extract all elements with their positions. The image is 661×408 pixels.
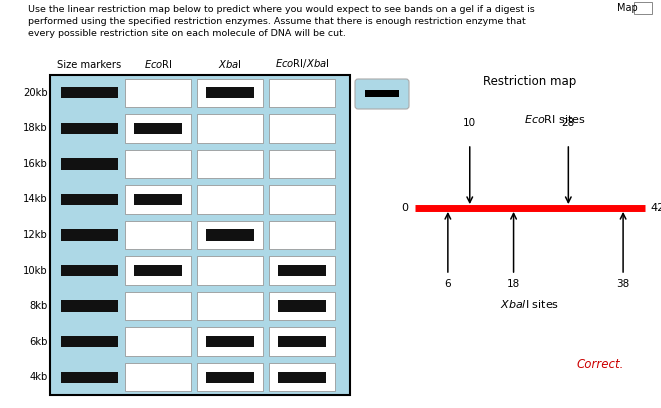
Bar: [269, 79, 335, 107]
Bar: [365, 90, 399, 97]
Text: Correct.: Correct.: [576, 358, 624, 371]
Bar: [125, 256, 191, 285]
Bar: [197, 363, 263, 391]
FancyBboxPatch shape: [355, 79, 409, 109]
Text: $\it{Xba}$I: $\it{Xba}$I: [218, 58, 242, 70]
Bar: [206, 372, 254, 383]
Bar: [61, 194, 118, 205]
Text: 28: 28: [562, 118, 575, 128]
Text: 4kb: 4kb: [30, 372, 48, 382]
Text: $\it{Eco}$RI/$\it{Xba}$I: $\it{Eco}$RI/$\it{Xba}$I: [275, 57, 329, 70]
Bar: [197, 221, 263, 249]
Text: 10: 10: [463, 118, 477, 128]
Bar: [61, 336, 118, 347]
Bar: [125, 185, 191, 214]
Text: 12kb: 12kb: [23, 230, 48, 240]
Text: Restriction map: Restriction map: [483, 75, 576, 88]
Bar: [125, 328, 191, 356]
Text: 6kb: 6kb: [30, 337, 48, 347]
Bar: [197, 256, 263, 285]
Bar: [197, 185, 263, 214]
Bar: [125, 79, 191, 107]
Bar: [125, 363, 191, 391]
Bar: [269, 185, 335, 214]
Text: 20kb: 20kb: [23, 88, 48, 98]
Text: 8kb: 8kb: [30, 301, 48, 311]
Bar: [269, 328, 335, 356]
Bar: [61, 229, 118, 241]
Bar: [197, 292, 263, 320]
Bar: [278, 265, 326, 276]
Bar: [278, 336, 326, 347]
Bar: [61, 87, 118, 98]
Text: $\it{Xbal}$I sites: $\it{Xbal}$I sites: [500, 298, 560, 310]
Text: 42: 42: [650, 203, 661, 213]
Bar: [206, 229, 254, 241]
Text: 10kb: 10kb: [23, 266, 48, 275]
Bar: [125, 114, 191, 142]
Bar: [61, 158, 118, 170]
Bar: [197, 79, 263, 107]
Bar: [197, 150, 263, 178]
Text: Map: Map: [617, 3, 638, 13]
Text: 38: 38: [617, 279, 630, 289]
Bar: [125, 150, 191, 178]
Bar: [134, 123, 182, 134]
Bar: [278, 372, 326, 383]
Text: Use the linear restriction map below to predict where you would expect to see ba: Use the linear restriction map below to …: [28, 5, 535, 38]
Bar: [61, 300, 118, 312]
Bar: [61, 372, 118, 383]
Bar: [269, 256, 335, 285]
Bar: [134, 265, 182, 276]
Bar: [278, 300, 326, 312]
Bar: [269, 150, 335, 178]
Text: $\it{Eco}$RI: $\it{Eco}$RI: [143, 58, 173, 70]
Bar: [269, 363, 335, 391]
Bar: [197, 114, 263, 142]
Text: 18: 18: [507, 279, 520, 289]
Bar: [269, 114, 335, 142]
Text: 14kb: 14kb: [23, 195, 48, 204]
Bar: [50, 75, 350, 395]
Bar: [125, 292, 191, 320]
Bar: [634, 2, 652, 14]
Text: Size markers: Size markers: [57, 60, 121, 70]
Text: 18kb: 18kb: [23, 123, 48, 133]
Bar: [206, 336, 254, 347]
Text: 16kb: 16kb: [23, 159, 48, 169]
Text: $\it{Eco}$RI sites: $\it{Eco}$RI sites: [524, 113, 586, 125]
Bar: [61, 265, 118, 276]
Bar: [269, 221, 335, 249]
Bar: [269, 292, 335, 320]
Bar: [134, 194, 182, 205]
Bar: [197, 328, 263, 356]
Bar: [206, 87, 254, 98]
Text: 0: 0: [401, 203, 408, 213]
Text: 6: 6: [445, 279, 451, 289]
Bar: [61, 123, 118, 134]
Bar: [125, 221, 191, 249]
